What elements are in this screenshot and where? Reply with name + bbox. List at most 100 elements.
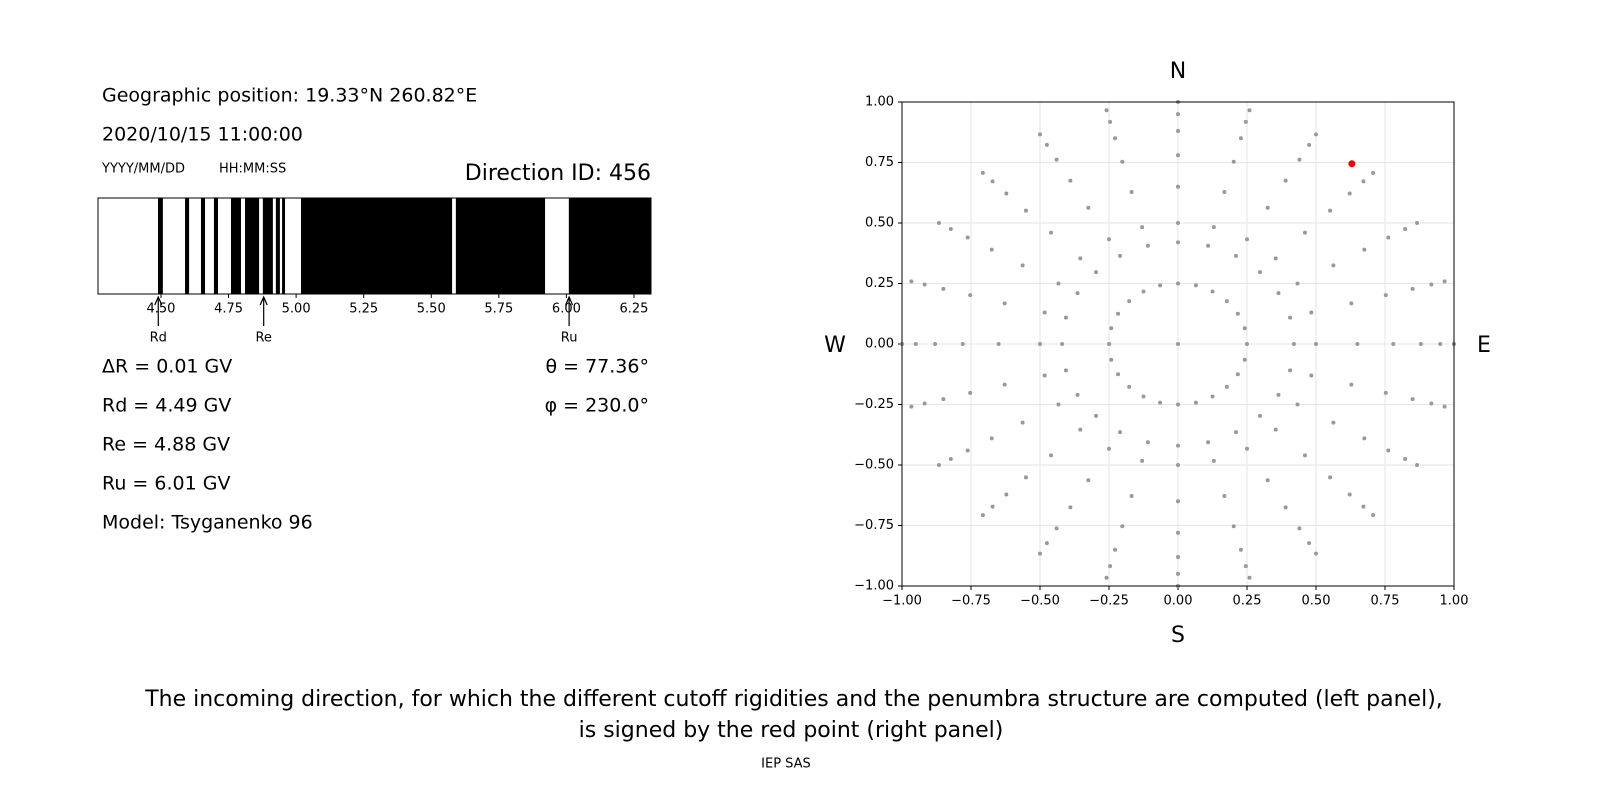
point [936, 463, 941, 467]
point [1245, 446, 1249, 451]
point [1210, 394, 1215, 399]
point [1309, 373, 1314, 378]
point [1176, 112, 1180, 117]
point [1238, 547, 1243, 552]
x-tick-label: −0.75 [951, 594, 991, 609]
point [1176, 184, 1180, 189]
point [1056, 281, 1061, 286]
y-tick-label: −0.25 [854, 397, 894, 412]
point [1222, 493, 1227, 498]
result-line: Model: Tsyganenko 96 [102, 512, 313, 534]
point [909, 279, 914, 284]
marker-label: Re [255, 331, 271, 346]
x-tick-label: 5.75 [484, 302, 513, 317]
point [1257, 413, 1262, 418]
point [1145, 243, 1150, 248]
point [1233, 430, 1238, 435]
direction-id: Direction ID: 456 [465, 161, 651, 186]
point [1347, 492, 1352, 497]
datetime: 2020/10/15 11:00:00 [102, 124, 303, 146]
point [1140, 225, 1145, 230]
point [1328, 475, 1333, 480]
point [1288, 315, 1293, 320]
y-tick-label: 0.25 [865, 276, 894, 291]
angle-line: θ = 77.36° [545, 356, 649, 378]
point [1247, 575, 1252, 580]
point [948, 227, 953, 232]
point [1371, 170, 1376, 175]
point [1129, 190, 1134, 195]
point [1176, 153, 1180, 158]
point [933, 342, 938, 346]
point [1403, 227, 1408, 232]
point [1104, 575, 1109, 580]
result-line: Ru = 6.01 GV [102, 473, 230, 495]
point [1273, 256, 1278, 261]
y-tick-label: 0.75 [865, 155, 894, 170]
point [1276, 392, 1281, 397]
point [980, 170, 985, 175]
point [1222, 190, 1227, 195]
point [1094, 270, 1099, 275]
point [1063, 315, 1068, 320]
point [1176, 402, 1180, 407]
point [941, 397, 946, 402]
point [1349, 382, 1354, 387]
point [1438, 342, 1443, 346]
point [1004, 191, 1009, 196]
point [1245, 237, 1249, 242]
point [1078, 256, 1083, 261]
point [1231, 524, 1236, 529]
point [1383, 390, 1388, 395]
point [1056, 402, 1061, 407]
point [1302, 230, 1307, 235]
point [1283, 178, 1288, 183]
bar-frame [97, 197, 652, 295]
point [1176, 221, 1180, 225]
result-line: Re = 4.88 GV [102, 434, 230, 456]
point [1243, 119, 1248, 124]
point [1349, 301, 1354, 306]
forbidden-band [200, 198, 206, 294]
point [1297, 526, 1302, 531]
point [922, 401, 927, 406]
point [990, 504, 995, 509]
point [1314, 132, 1318, 137]
point [989, 436, 994, 441]
point [1206, 440, 1211, 445]
point [1391, 342, 1396, 346]
point [1245, 342, 1249, 346]
point [1362, 436, 1367, 441]
point [1086, 205, 1091, 210]
point [1054, 157, 1059, 162]
point [1176, 571, 1180, 576]
forbidden-band [245, 198, 260, 294]
point [913, 342, 918, 346]
y-tick-label: 0.00 [865, 337, 894, 352]
point [1120, 524, 1125, 529]
point [1410, 286, 1415, 291]
point [1235, 372, 1240, 377]
point [1068, 505, 1073, 510]
point [1044, 541, 1049, 546]
marker-arrow-head [565, 295, 574, 306]
point [1307, 541, 1312, 546]
point [1307, 142, 1312, 147]
point [1429, 282, 1434, 287]
point [1242, 357, 1247, 362]
point [1383, 293, 1388, 298]
point [1211, 458, 1216, 463]
compass-label: W [824, 333, 846, 358]
point [1309, 310, 1314, 315]
point [1176, 281, 1180, 286]
point [1257, 270, 1262, 275]
point [1141, 289, 1146, 294]
point [1108, 564, 1113, 569]
caption-line: The incoming direction, for which the di… [144, 687, 1443, 712]
point [1442, 404, 1447, 409]
x-tick-label: 1.00 [1440, 594, 1469, 609]
point [1113, 547, 1118, 552]
point [1002, 382, 1007, 387]
point [1127, 299, 1132, 304]
point [1038, 342, 1042, 346]
